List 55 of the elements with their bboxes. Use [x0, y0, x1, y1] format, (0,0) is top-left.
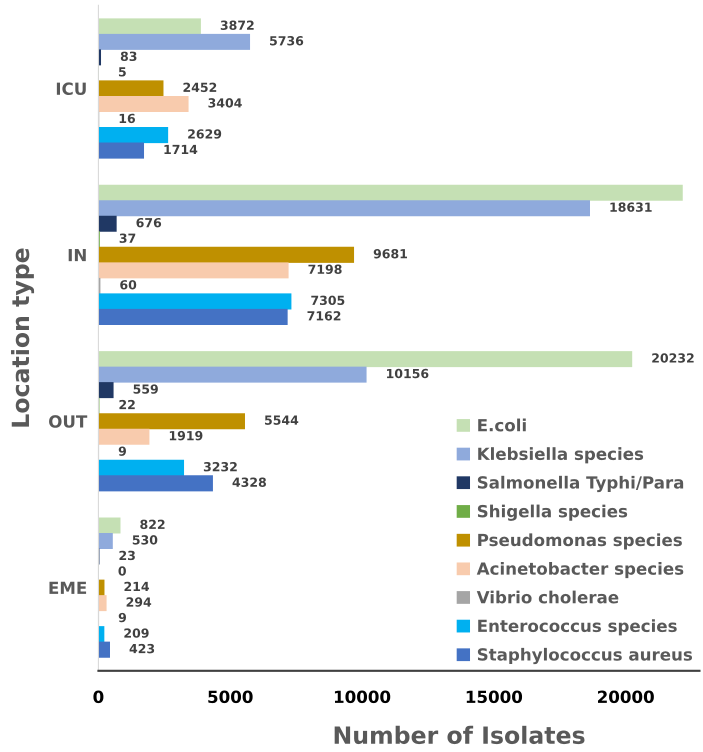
data-label: 209: [124, 628, 149, 638]
data-label: 214: [124, 582, 150, 592]
data-label: 9: [118, 446, 126, 456]
legend-label: Acinetobacter species: [476, 562, 684, 578]
x-tick-label: 15000: [466, 690, 522, 704]
data-label: 7162: [308, 311, 340, 321]
data-label: 0: [118, 566, 126, 576]
data-label: 7198: [308, 264, 342, 274]
data-label: 1714: [164, 144, 198, 154]
x-tick-label: 20000: [598, 690, 654, 704]
data-label: 9: [118, 612, 126, 622]
data-label: 9681: [374, 249, 408, 258]
data-label: 37: [120, 233, 136, 243]
x-axis-title: Number of Isolates: [334, 726, 584, 744]
legend-label: Staphylococcus aureus: [478, 648, 692, 664]
x-tick-label: 10000: [334, 690, 390, 704]
legend-label: Vibrio cholerae: [476, 590, 618, 604]
data-label: 3404: [208, 98, 242, 108]
data-label: 5736: [270, 36, 304, 46]
data-label: 2452: [183, 82, 216, 92]
legend-label: E.coli: [478, 418, 526, 432]
data-label: 23: [119, 550, 135, 560]
data-label: 18631: [610, 202, 652, 212]
data-label: 4328: [232, 478, 266, 487]
y-tick-label: OUT: [49, 415, 88, 428]
data-label: 559: [134, 384, 158, 394]
y-axis-title: Location type: [11, 248, 34, 427]
data-label: 2629: [188, 129, 222, 139]
data-label: 10156: [387, 368, 428, 378]
data-label: 3232: [204, 462, 237, 472]
data-label: 60: [120, 280, 136, 290]
data-label: 16: [120, 114, 136, 124]
data-label: 294: [126, 597, 152, 607]
data-label: 5: [118, 67, 126, 77]
data-label: 3872: [220, 20, 254, 30]
data-label: 83: [120, 52, 136, 62]
data-label: 822: [140, 520, 165, 530]
data-label: 5544: [264, 416, 298, 425]
y-tick-label: ICU: [56, 82, 86, 96]
data-label: 1919: [170, 430, 202, 440]
x-tick-label: 0: [93, 690, 104, 704]
y-tick-label: EME: [49, 582, 86, 594]
legend-label: Shigella species: [478, 504, 628, 521]
x-tick-label: 5000: [208, 690, 253, 704]
legend-label: Salmonella Typhi/Para: [478, 476, 684, 492]
data-label: 22: [119, 400, 135, 410]
legend-label: Enterococcus species: [478, 619, 677, 636]
data-label: 676: [136, 218, 162, 228]
data-label: 7305: [311, 296, 344, 306]
y-tick-label: IN: [68, 249, 86, 262]
data-label: 530: [132, 535, 158, 545]
legend-label: Pseudomonas species: [478, 533, 682, 550]
legend-label: Klebsiella species: [478, 447, 644, 464]
data-label: 423: [130, 644, 154, 654]
data-label: 20232: [652, 353, 694, 363]
